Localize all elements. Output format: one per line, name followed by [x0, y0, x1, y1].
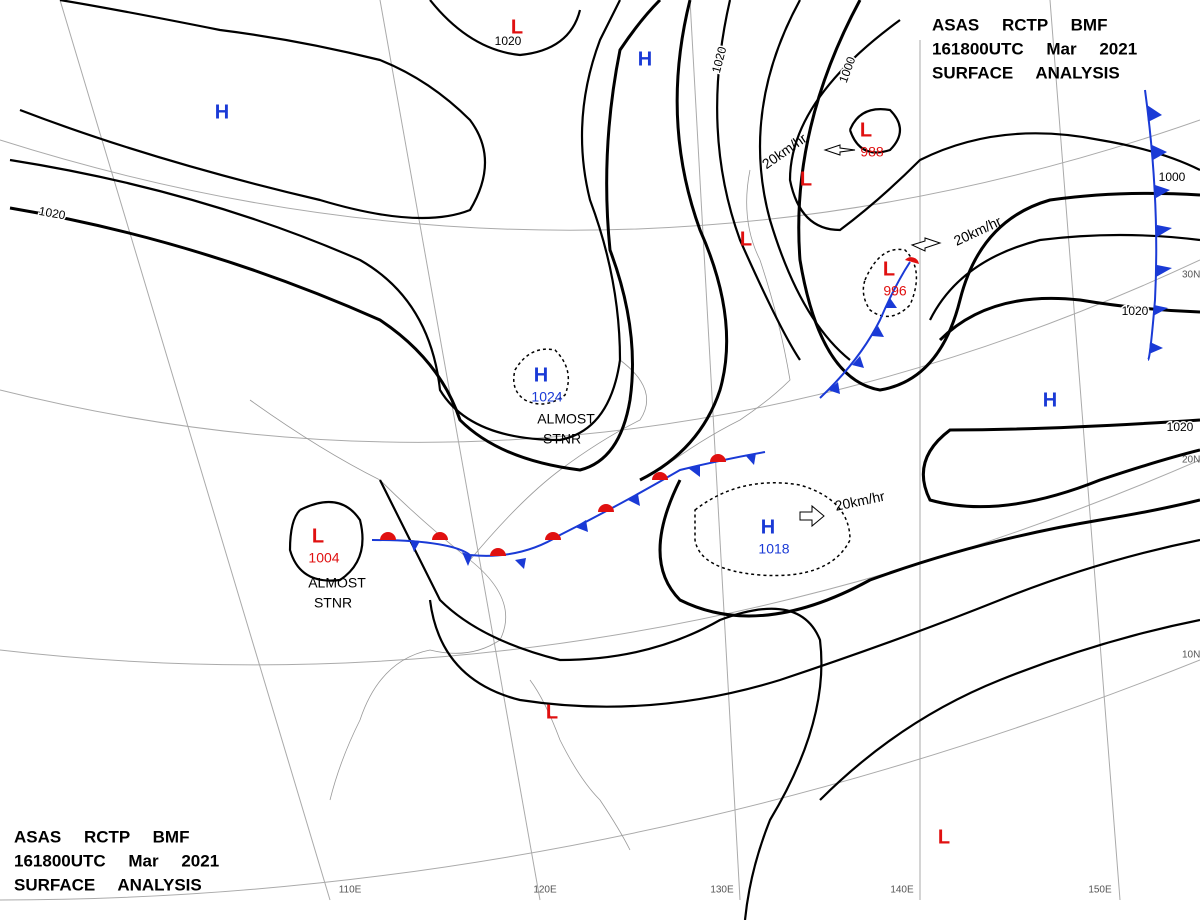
- header-text: 161800UTC Mar 2021: [14, 851, 219, 870]
- cold-front-barbs: [828, 298, 897, 394]
- grid-line: [59, 0, 331, 901]
- pressure-center: H: [534, 364, 548, 386]
- isobar-label: 1020: [1167, 420, 1194, 434]
- cold-front: [819, 261, 911, 399]
- pressure-value: 1004: [308, 550, 339, 566]
- pressure-center: H: [638, 48, 652, 70]
- high-dashed: [694, 482, 851, 577]
- high-dashed: [513, 348, 570, 405]
- pressure-center: L: [546, 701, 558, 723]
- pressure-center: H: [761, 516, 775, 538]
- pressure-center: L: [740, 228, 752, 250]
- header-text: ASAS RCTP BMF: [14, 827, 189, 846]
- coastline: [249, 399, 507, 801]
- longitude-label: 150E: [1088, 885, 1112, 896]
- coastline: [659, 169, 791, 471]
- pressure-value: 1018: [758, 541, 789, 557]
- isobar: [797, 0, 1200, 392]
- longitude-label: 130E: [710, 885, 734, 896]
- coastlines: [249, 169, 791, 851]
- arrow: [910, 237, 942, 252]
- grid-line: [0, 459, 1200, 666]
- isobar-label: 1000: [1159, 170, 1186, 184]
- isobar: [19, 0, 486, 220]
- header-text: ASAS RCTP BMF: [932, 15, 1107, 34]
- isobar: [658, 479, 1200, 618]
- isobar: [428, 538, 1200, 708]
- grid-line: [1049, 0, 1121, 901]
- pressure-center: L: [312, 525, 324, 547]
- pressure-center: L: [800, 168, 812, 190]
- cold-front-barbs: [410, 453, 756, 569]
- arrow: [823, 144, 856, 156]
- grid-line: [0, 259, 1200, 443]
- coastline: [469, 359, 648, 561]
- stationary-front: [371, 451, 766, 557]
- warm-front-bump: [905, 257, 919, 264]
- longitude-label: 110E: [339, 885, 362, 896]
- isobar: [929, 233, 1200, 321]
- grid-line: [689, 0, 741, 901]
- isobar: [288, 500, 364, 582]
- pressure-center: L: [883, 258, 895, 280]
- latitude-label: 10N: [1182, 650, 1200, 661]
- isobar: [429, 0, 582, 57]
- isobar: [819, 618, 1200, 801]
- header-text: SURFACE ANALYSIS: [932, 63, 1120, 82]
- isobar: [848, 108, 902, 154]
- pressure-center: H: [215, 101, 229, 123]
- note: ALMOST: [537, 411, 595, 427]
- graticule: [0, 0, 1200, 901]
- isobar: [379, 479, 823, 920]
- fronts: [371, 89, 1172, 569]
- isobar: [921, 418, 1200, 509]
- pressure-value: 988: [860, 144, 884, 160]
- pressure-center: L: [860, 119, 872, 141]
- arrow: [799, 504, 825, 528]
- isobars: [9, 0, 1200, 920]
- note: STNR: [543, 431, 581, 447]
- header-text: SURFACE ANALYSIS: [14, 875, 202, 894]
- isobar-label: 1020: [38, 204, 67, 222]
- pressure-center: L: [511, 16, 523, 38]
- longitude-label: 140E: [890, 885, 914, 896]
- note: ALMOST: [308, 575, 366, 591]
- isobar-label: 1020: [495, 34, 522, 48]
- grid-line: [379, 0, 541, 901]
- pressure-value: 1024: [531, 389, 562, 405]
- longitude-label: 120E: [533, 885, 557, 896]
- cold-front-barbs: [1147, 105, 1172, 354]
- isobar: [639, 0, 729, 482]
- pressure-value: 996: [883, 283, 907, 299]
- warm-front-bumps: [380, 454, 726, 556]
- isobar: [9, 0, 622, 442]
- low-dashed: [862, 248, 918, 318]
- motion-arrows: [799, 144, 942, 528]
- isobar: [788, 19, 1200, 232]
- latitude-label: 30N: [1182, 270, 1200, 281]
- note: STNR: [314, 595, 352, 611]
- pressure-center: H: [1043, 389, 1057, 411]
- isobar: [716, 0, 801, 361]
- isobar: [9, 0, 662, 472]
- pressure-center: L: [938, 826, 950, 848]
- latitude-label: 20N: [1182, 455, 1200, 466]
- isobar-label: 1020: [1122, 304, 1149, 318]
- header-text: 161800UTC Mar 2021: [932, 39, 1137, 58]
- grid-line: [0, 659, 1200, 901]
